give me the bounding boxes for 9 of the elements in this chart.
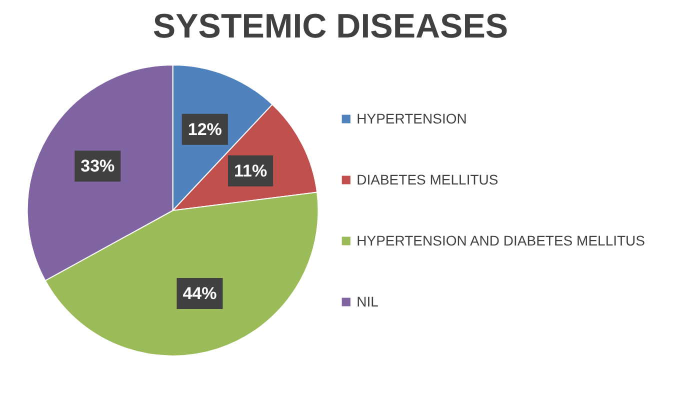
legend-label: HYPERTENSION AND DIABETES MELLITUS	[356, 232, 645, 248]
legend-label: HYPERTENSION	[356, 110, 467, 126]
data-label: 44%	[182, 284, 217, 303]
legend-label: NIL	[356, 294, 378, 310]
data-label: 11%	[234, 161, 268, 180]
data-label: 33%	[80, 156, 115, 176]
data-label: 12%	[188, 120, 222, 139]
chart-title: SYSTEMIC DISEASES	[152, 8, 508, 46]
legend-label: DIABETES MELLITUS	[356, 172, 498, 188]
